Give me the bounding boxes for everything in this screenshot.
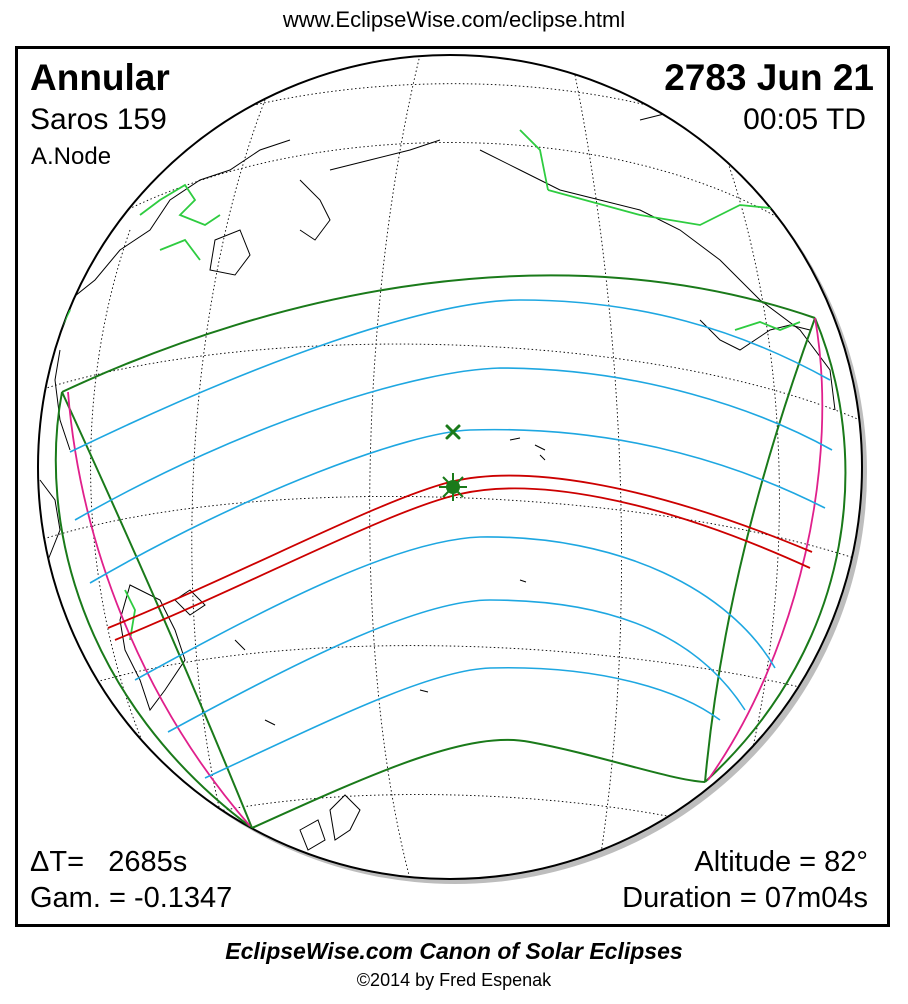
western-rise-set-boundary (61, 391, 253, 829)
eclipse-time: 00:05 TD (743, 103, 866, 136)
central-duration: Duration = 07m04s (622, 882, 868, 914)
site-url[interactable]: www.EclipseWise.com/eclipse.html (282, 7, 626, 32)
sun-altitude: Altitude = 82° (694, 846, 868, 878)
sub-solar-marker (445, 424, 461, 440)
eclipse-type: Annular (30, 57, 170, 98)
footer-title: EclipseWise.com Canon of Solar Eclipses (225, 938, 683, 964)
eastern-sunset-curve (707, 317, 824, 781)
graticule (39, 55, 861, 879)
delta-t-value: ΔT= 2685s (30, 846, 188, 878)
saros-number: Saros 159 (30, 103, 167, 136)
greatest-eclipse-marker (439, 473, 467, 501)
eastern-rise-set-boundary (704, 317, 816, 783)
node-label: A.Node (31, 143, 112, 170)
partial-eclipse-lines (69, 299, 833, 779)
eastern-outer-limit (704, 317, 847, 783)
western-outer-limit (54, 391, 253, 829)
political-borders (49, 129, 801, 641)
northern-penumbral-limit (61, 274, 816, 393)
globe-outline (37, 54, 863, 880)
western-sunrise-curve (67, 391, 251, 827)
footer-copyright: ©2014 by Fred Espenak (356, 970, 552, 990)
southern-penumbral-limit (251, 738, 706, 829)
gamma-value: Gam. = -0.1347 (30, 882, 233, 914)
map-frame (15, 46, 890, 927)
eclipse-date: 2783 Jun 21 (664, 57, 874, 98)
